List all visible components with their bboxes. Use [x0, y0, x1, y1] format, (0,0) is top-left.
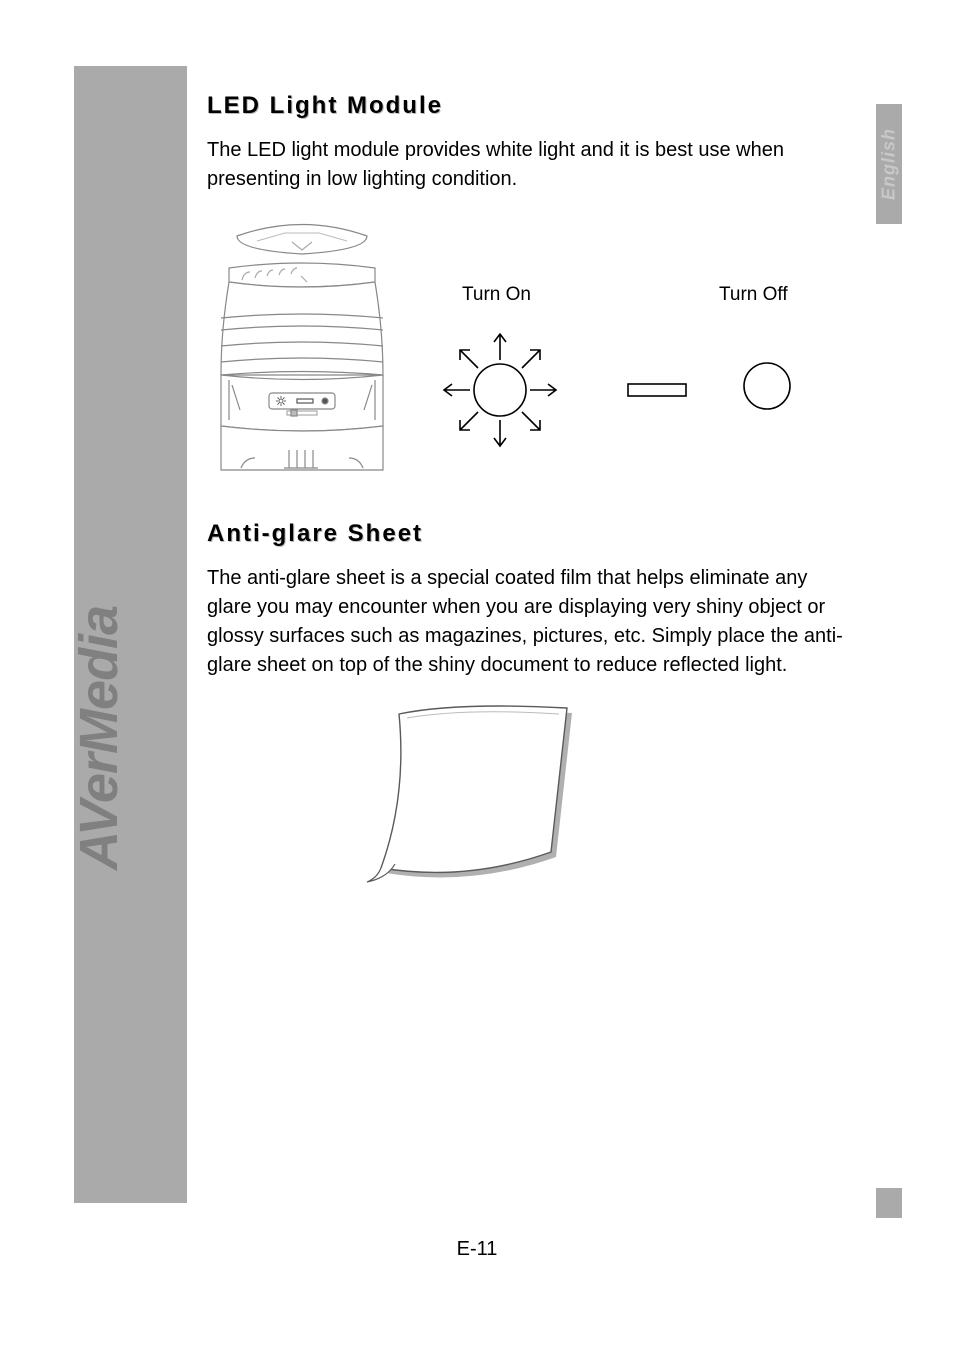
camera-illustration [207, 210, 397, 480]
language-tab-label: English [879, 128, 900, 200]
antiglare-title: Anti-glare Sheet [207, 520, 847, 548]
brand-logo: AVerMedia [68, 606, 130, 870]
sun-on-icon [430, 320, 570, 460]
antiglare-figure [207, 696, 847, 896]
turn-on-label: Turn On [462, 284, 531, 306]
sheet-illustration [337, 696, 597, 896]
antiglare-body: The anti-glare sheet is a special coated… [207, 564, 847, 680]
page-number: E-11 [0, 1238, 954, 1261]
led-body: The LED light module provides white ligh… [207, 136, 847, 194]
slider-icon [627, 378, 687, 402]
turn-off-label: Turn Off [719, 284, 788, 306]
sun-off-icon [737, 356, 797, 416]
content-column: LED Light Module The LED light module pr… [207, 92, 847, 896]
language-tab: English [876, 104, 902, 224]
brand-text: AVerMedia [69, 606, 129, 870]
led-figure-row: Turn On Tu [207, 210, 847, 480]
led-title: LED Light Module [207, 92, 847, 120]
page: English AVerMedia LED Light Module The L… [0, 0, 954, 1352]
bottom-right-tab [876, 1188, 902, 1218]
